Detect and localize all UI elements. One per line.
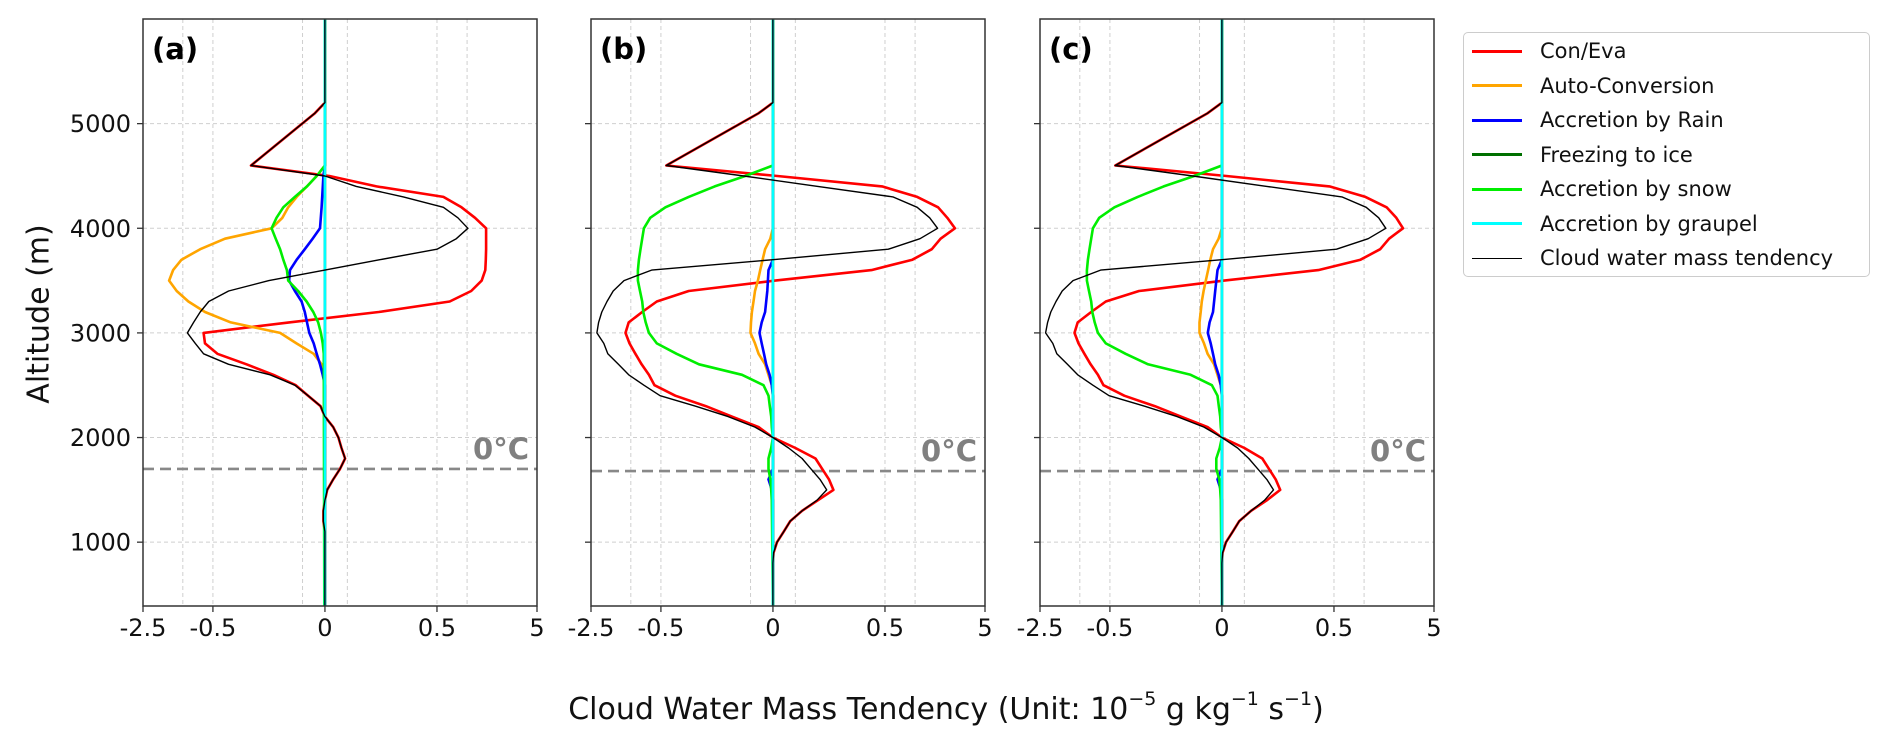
y-tick-label: 3000 xyxy=(70,319,131,347)
x-tick-label: -2.5 xyxy=(1017,614,1064,642)
legend-line-swatch xyxy=(1472,153,1522,156)
legend-label: Cloud water mass tendency xyxy=(1540,246,1834,270)
x-tick-label: 0.5 xyxy=(418,614,456,642)
series-group xyxy=(1044,19,1405,606)
x-axis-label-exponent: −1 xyxy=(1284,688,1313,710)
legend-label: Con/Eva xyxy=(1540,39,1627,63)
series-line-auto_conversion xyxy=(167,19,327,606)
legend-entry-freezing_ice: Freezing to ice xyxy=(1464,138,1693,172)
y-tick-label: 1000 xyxy=(70,529,131,557)
series-group xyxy=(596,19,957,606)
y-tick-label: 2000 xyxy=(70,424,131,452)
legend-label: Accretion by Rain xyxy=(1540,108,1724,132)
series-line-accretion_snow xyxy=(270,19,327,606)
legend-label: Accretion by snow xyxy=(1540,177,1732,201)
series-line-accretion_snow xyxy=(1085,19,1224,606)
series-line-con_eva xyxy=(202,19,488,606)
legend-entry-accretion_graupel: Accretion by graupel xyxy=(1464,207,1758,241)
x-tick-label: 0.5 xyxy=(866,614,904,642)
x-tick-label: 5 xyxy=(529,614,544,642)
axes-frame xyxy=(590,18,986,607)
series-line-auto_conversion xyxy=(1198,19,1224,606)
series-line-con_eva xyxy=(624,19,957,606)
x-tick-label: 5 xyxy=(977,614,992,642)
series-line-accretion_rain xyxy=(287,19,327,606)
x-axis-label-text: s xyxy=(1258,692,1285,727)
x-axis-label: Cloud Water Mass Tendency (Unit: 10−5 g … xyxy=(0,688,1892,727)
freezing-level-label: 0°C xyxy=(921,434,977,468)
x-axis-label-exponent: −5 xyxy=(1128,688,1157,710)
legend-label: Auto-Conversion xyxy=(1540,73,1715,98)
legend-entry-auto_conversion: Auto-Conversion xyxy=(1464,69,1714,103)
x-tick-label: -0.5 xyxy=(638,614,685,642)
x-axis-label-text: ) xyxy=(1312,692,1324,727)
legend-line-swatch xyxy=(1472,84,1522,87)
legend: Con/Eva Auto-Conversion Accretion by Rain F… xyxy=(1463,32,1870,277)
series-line-con_eva xyxy=(1073,19,1405,606)
legend-label: Freezing to ice xyxy=(1540,142,1693,167)
x-tick-label: -0.5 xyxy=(1087,614,1134,642)
freezing-level-label: 0°C xyxy=(473,432,529,466)
legend-line-swatch xyxy=(1472,187,1522,191)
x-tick-label: 0 xyxy=(765,614,780,642)
x-axis-label-text: g kg xyxy=(1156,692,1231,727)
x-tick-label: 0 xyxy=(1214,614,1229,642)
panel-label: (a) xyxy=(152,32,198,66)
panel-b: 0°C -2.5 -0.5 0 0.5 5 (b) xyxy=(568,18,993,642)
legend-line-swatch xyxy=(1472,257,1522,259)
x-axis-label-text: Cloud Water Mass Tendency (Unit: 10 xyxy=(568,692,1129,727)
x-tick-label: -2.5 xyxy=(120,614,167,642)
panel-a: 0°C -2.5 -0.5 0 0.5 5 1000 2000 3000 4000 5000 (a) xyxy=(70,18,545,642)
series-line-total xyxy=(1044,19,1387,606)
series-line-accretion_snow xyxy=(636,19,775,606)
legend-line-swatch xyxy=(1472,118,1522,122)
series-line-total xyxy=(596,19,939,606)
series-line-total xyxy=(186,19,469,606)
x-axis-label-exponent: −1 xyxy=(1230,688,1259,710)
legend-line-swatch xyxy=(1472,49,1522,53)
y-tick-label: 4000 xyxy=(70,215,131,243)
freezing-level-label: 0°C xyxy=(1370,434,1426,468)
panel-c: 0°C -2.5 -0.5 0 0.5 5 (c) xyxy=(1017,18,1442,642)
x-tick-label: 0.5 xyxy=(1315,614,1353,642)
panel-label: (c) xyxy=(1049,32,1093,66)
series-line-accretion_rain xyxy=(758,19,775,606)
legend-line-swatch xyxy=(1472,222,1522,225)
legend-label: Accretion by graupel xyxy=(1540,211,1758,236)
legend-entry-total: Cloud water mass tendency xyxy=(1464,241,1833,275)
series-line-auto_conversion xyxy=(749,19,775,606)
legend-entry-accretion_snow: Accretion by snow xyxy=(1464,172,1732,206)
panel-label: (b) xyxy=(600,32,647,66)
x-tick-label: -2.5 xyxy=(568,614,615,642)
legend-entry-con_eva: Con/Eva xyxy=(1464,34,1626,68)
y-tick-label: 5000 xyxy=(70,110,131,138)
series-group xyxy=(167,19,488,606)
x-tick-label: 5 xyxy=(1426,614,1441,642)
y-axis-label: Altitude (m) xyxy=(21,224,57,404)
legend-entry-accretion_rain: Accretion by Rain xyxy=(1464,103,1724,137)
x-tick-label: 0 xyxy=(317,614,332,642)
series-line-accretion_rain xyxy=(1206,19,1224,606)
axes-frame xyxy=(142,18,538,607)
x-tick-label: -0.5 xyxy=(190,614,237,642)
axes-frame xyxy=(1039,18,1435,607)
